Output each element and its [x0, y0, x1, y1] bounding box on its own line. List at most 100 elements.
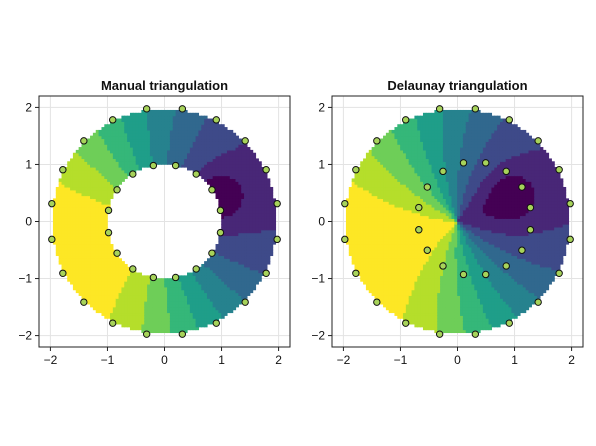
data-point	[566, 235, 574, 244]
y-tick-label: −1	[311, 272, 325, 286]
data-point	[482, 270, 490, 279]
data-point	[439, 262, 447, 270]
data-point	[80, 298, 88, 306]
x-tick-label: −2	[337, 353, 351, 367]
x-tick-label: −1	[101, 353, 115, 367]
data-point	[435, 105, 444, 113]
panel-title: Delaunay triangulation	[387, 78, 527, 93]
data-point	[241, 137, 249, 145]
data-point	[149, 161, 158, 170]
ticks: −2 −1 0 1 2 −2 −1 0 1 2	[311, 100, 575, 367]
data-point	[59, 269, 67, 277]
sample-points	[341, 105, 574, 338]
data-point	[555, 166, 563, 174]
data-point	[415, 203, 423, 212]
panel-delaunay-triangulation: Delaunay triangulation −2 −1 0 1 2 −2 −1 0 1 2	[311, 78, 584, 367]
data-point	[113, 249, 121, 257]
x-tick-label: 2	[275, 353, 282, 367]
data-point	[129, 170, 137, 178]
data-point	[505, 116, 513, 124]
panel-title: Manual triangulation	[101, 78, 228, 93]
data-point	[341, 235, 349, 244]
x-tick-label: 2	[568, 353, 575, 367]
data-point	[208, 186, 216, 194]
data-point	[566, 199, 574, 208]
x-tick-label: −1	[394, 353, 408, 367]
data-point	[439, 167, 447, 176]
data-point	[518, 183, 526, 191]
data-point	[534, 137, 542, 145]
data-point	[459, 270, 468, 279]
data-point	[149, 273, 158, 282]
data-point	[273, 235, 281, 244]
data-point	[212, 319, 220, 327]
x-tick-label: 1	[511, 353, 518, 367]
data-point	[471, 330, 480, 338]
data-point	[505, 319, 513, 327]
data-point	[142, 105, 151, 113]
ticks: −2 −1 0 1 2 −2 −1 0 1 2	[18, 100, 282, 367]
data-point	[262, 269, 270, 277]
data-point	[208, 249, 216, 257]
y-tick-label: 0	[25, 215, 32, 229]
data-point	[502, 167, 510, 176]
y-tick-label: −2	[311, 329, 325, 343]
data-point	[48, 199, 56, 208]
y-tick-label: 2	[25, 100, 32, 114]
contour-fill	[52, 109, 277, 334]
data-point	[171, 161, 180, 170]
y-tick-label: 0	[318, 215, 325, 229]
data-point	[402, 116, 410, 124]
y-tick-label: 1	[318, 157, 325, 171]
data-point	[241, 298, 249, 306]
data-point	[104, 206, 113, 215]
panel-manual-triangulation: Manual triangulation −2 −1 0 1 2 −2 −1 0 1 2	[18, 78, 291, 367]
data-point	[192, 170, 200, 178]
data-point	[534, 298, 542, 306]
data-point	[341, 199, 349, 208]
data-point	[482, 159, 490, 167]
data-point	[423, 246, 432, 254]
y-tick-label: −1	[18, 272, 32, 286]
data-point	[262, 166, 270, 174]
data-point	[555, 269, 563, 277]
data-point	[48, 235, 56, 244]
x-tick-label: 0	[454, 353, 461, 367]
data-point	[502, 262, 510, 270]
data-point	[142, 330, 151, 338]
data-point	[212, 116, 220, 124]
data-point	[459, 159, 468, 167]
data-point	[216, 206, 225, 215]
data-point	[178, 330, 187, 338]
data-point	[526, 203, 535, 212]
y-tick-label: 2	[318, 100, 325, 114]
y-tick-label: 1	[25, 157, 32, 171]
data-point	[423, 183, 432, 191]
data-point	[402, 319, 410, 327]
data-point	[216, 228, 225, 237]
sample-points	[48, 105, 281, 338]
data-point	[59, 166, 67, 174]
data-point	[526, 226, 535, 234]
data-point	[129, 265, 137, 273]
data-point	[518, 246, 526, 254]
data-point	[113, 186, 121, 194]
data-point	[109, 319, 117, 327]
data-point	[80, 137, 88, 145]
data-point	[471, 105, 480, 113]
data-point	[352, 166, 360, 174]
data-point	[352, 269, 360, 277]
x-tick-label: −2	[44, 353, 58, 367]
data-point	[273, 199, 281, 208]
data-point	[178, 105, 187, 113]
y-tick-label: −2	[18, 329, 32, 343]
data-point	[192, 265, 200, 273]
data-point	[109, 116, 117, 124]
data-point	[415, 226, 423, 234]
data-point	[435, 330, 444, 338]
data-point	[373, 298, 381, 306]
x-tick-label: 1	[218, 353, 225, 367]
data-point	[171, 273, 180, 282]
data-point	[104, 228, 113, 237]
